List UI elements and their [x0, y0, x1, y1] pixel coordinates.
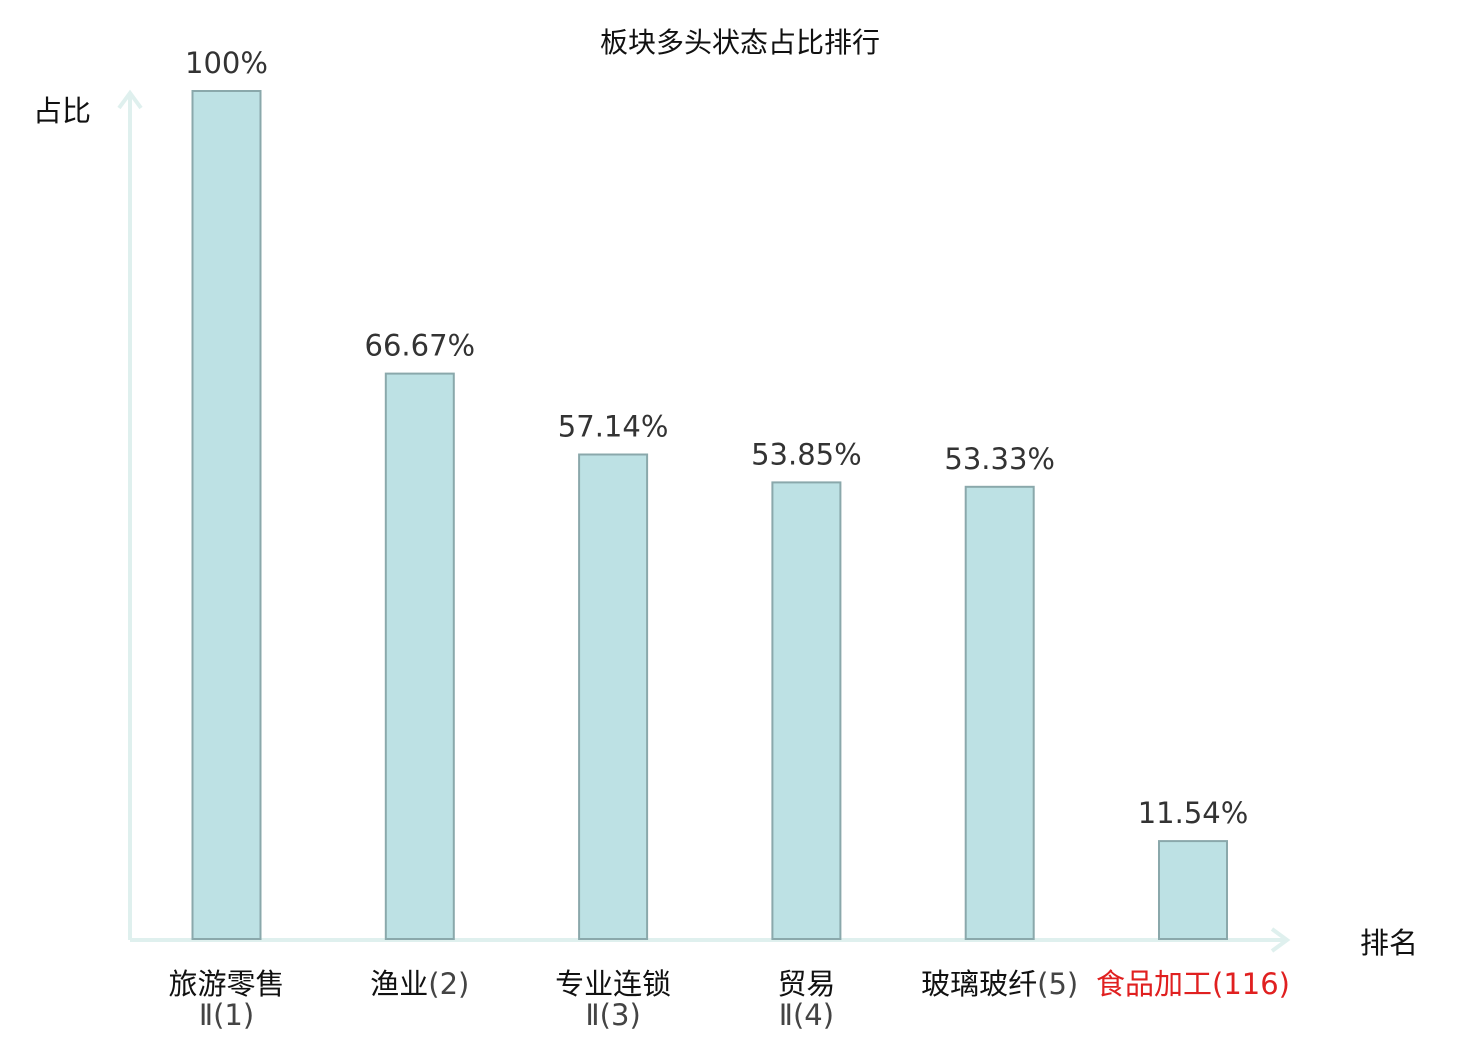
category-rank-1: Ⅱ(1)	[199, 998, 254, 1032]
value-label-5: 53.33%	[944, 442, 1055, 476]
value-label-1: 100%	[185, 46, 268, 80]
x-axis-label: 排名	[1360, 926, 1418, 960]
y-axis-label: 占比	[33, 94, 91, 128]
bar-2	[384, 372, 455, 941]
bar-6	[1158, 840, 1228, 940]
value-label-2: 66.67%	[365, 329, 476, 363]
category-rank-5: (5)	[1037, 967, 1078, 1001]
category-rank-2: (2)	[428, 967, 469, 1001]
category-label-2: 渔业(2)	[370, 967, 469, 1001]
bar-3	[578, 453, 649, 940]
value-label-3: 57.14%	[558, 410, 669, 444]
category-name-6: 食品加工	[1096, 967, 1212, 1001]
bar-4	[771, 481, 842, 940]
category-rank-3: Ⅱ(3)	[585, 998, 640, 1032]
chart-title: 板块多头状态占比排行	[600, 26, 880, 59]
category-label-6: 食品加工(116)	[1096, 967, 1290, 1001]
bar-1	[191, 90, 262, 940]
category-name-5: 玻璃玻纤	[921, 967, 1037, 1001]
category-name-2: 渔业	[370, 967, 428, 1001]
value-label-6: 11.54%	[1138, 796, 1249, 830]
category-name-4: 贸易	[777, 967, 835, 1001]
category-name-1: 旅游零售	[168, 967, 284, 1001]
x-axis-arrow	[1270, 927, 1291, 953]
category-label-5: 玻璃玻纤(5)	[921, 967, 1078, 1001]
value-label-4: 53.85%	[751, 437, 862, 471]
category-name-3: 专业连锁	[555, 967, 671, 1001]
category-rank-6: (116)	[1212, 967, 1290, 1001]
category-rank-4: Ⅱ(4)	[779, 998, 834, 1032]
bar-5	[964, 485, 1035, 940]
y-axis-arrow	[117, 89, 143, 110]
